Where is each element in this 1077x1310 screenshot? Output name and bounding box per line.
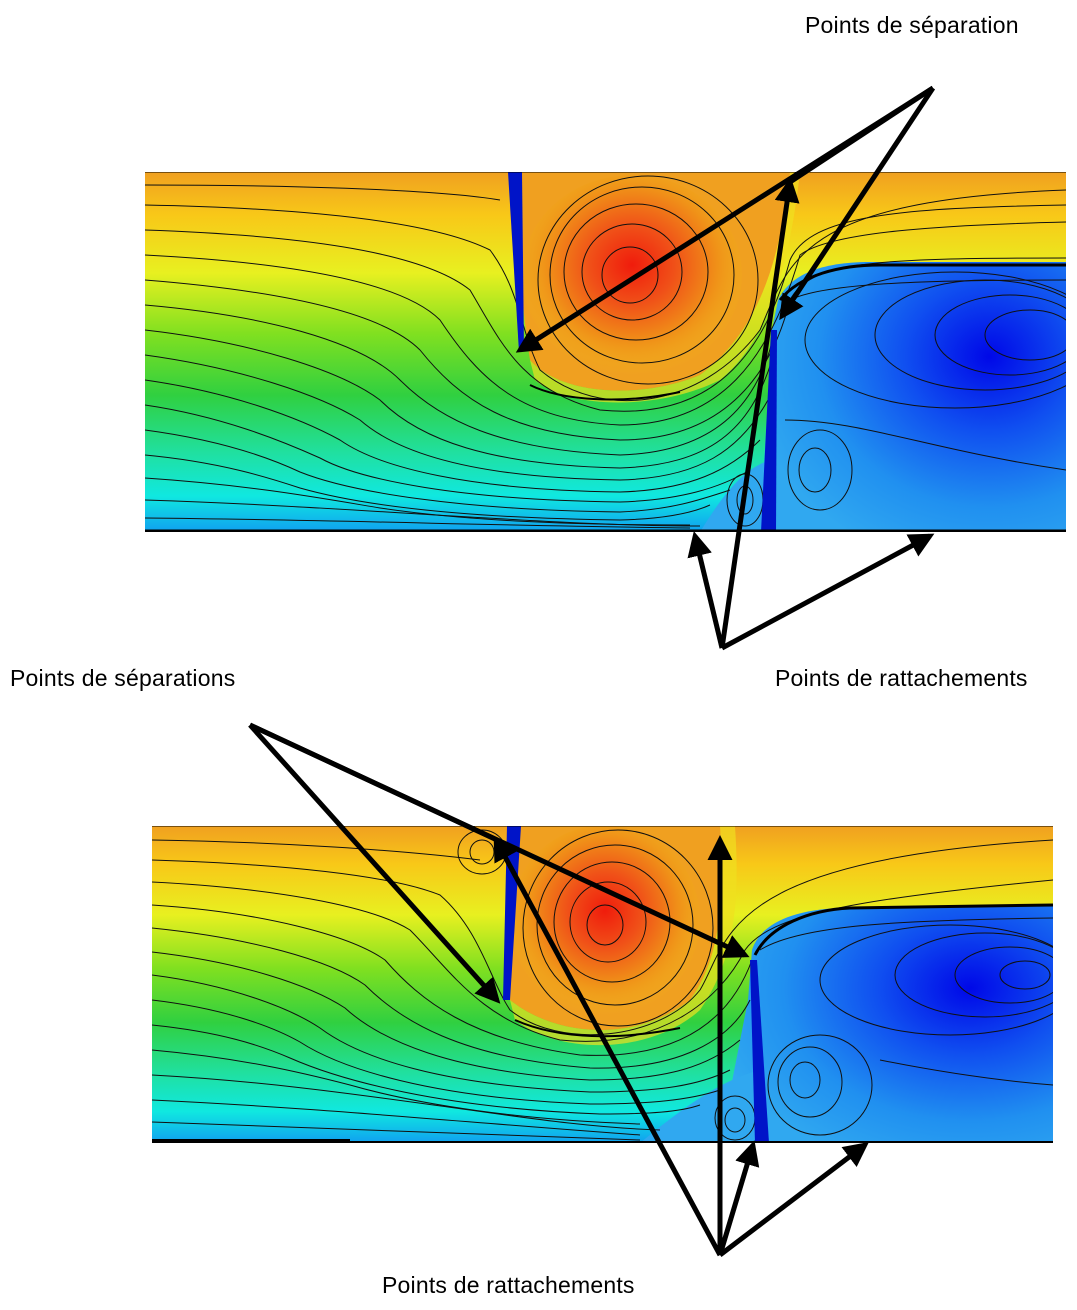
bottom-recirculation-blue bbox=[720, 905, 1053, 1143]
arrow-top-att-3 bbox=[720, 533, 935, 651]
bottom-lower-plate bbox=[750, 960, 769, 1143]
arrow-bot-att-3 bbox=[717, 1140, 760, 1256]
top-upper-plate bbox=[508, 172, 524, 352]
bottom-vortex-red-core bbox=[510, 826, 700, 1015]
arrow-bot-att-4 bbox=[718, 1141, 869, 1257]
top-flow-panel bbox=[145, 172, 1066, 532]
arrow-top-att-2 bbox=[719, 177, 800, 649]
arrow-connectors bbox=[248, 85, 935, 843]
label-bottom-attachment-points: Points de rattachements bbox=[382, 1272, 635, 1298]
arrow-bot-sep-1 bbox=[248, 723, 501, 1004]
bottom-flow-panel bbox=[152, 826, 1053, 1143]
top-lower-plate bbox=[761, 330, 777, 532]
top-streamlines bbox=[145, 175, 1066, 529]
top-recirculation-blue bbox=[760, 262, 1066, 532]
top-vortex-red-core bbox=[522, 175, 742, 375]
label-separation-points: Points de séparations bbox=[10, 665, 236, 691]
label-top-attachment-points: Points de rattachements bbox=[775, 665, 1028, 691]
arrow-top-att-1 bbox=[687, 531, 725, 649]
arrow-bot-att-1 bbox=[493, 835, 723, 1257]
bottom-upper-plate bbox=[503, 826, 521, 1000]
label-top-separation-points: Points de séparation bbox=[805, 12, 1019, 38]
arrow-top-sep-2 bbox=[779, 86, 936, 321]
